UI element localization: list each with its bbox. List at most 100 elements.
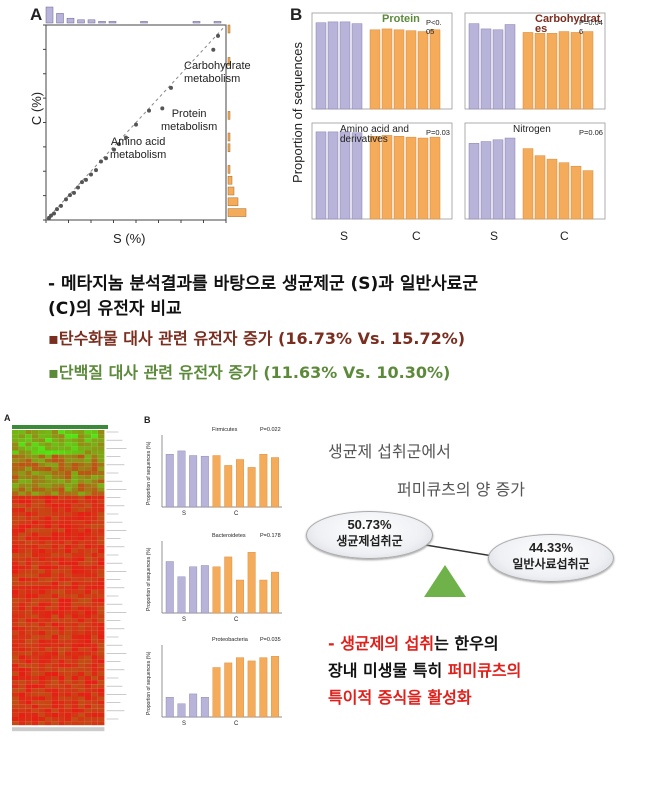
heatmap-cell xyxy=(25,524,32,529)
heatmap-cell xyxy=(64,659,72,664)
heatmap-cell xyxy=(91,667,98,672)
heatmap-cell xyxy=(45,721,52,726)
heatmap-cell xyxy=(38,512,45,517)
heatmap-cell xyxy=(78,598,85,603)
heatmap-cell xyxy=(97,667,105,672)
bottom-bar xyxy=(212,566,221,614)
heatmap-cell xyxy=(64,462,72,467)
heatmap-cell xyxy=(64,430,72,435)
heatmap-cell xyxy=(78,655,85,660)
bar xyxy=(327,21,339,110)
top-histogram-bar xyxy=(77,19,85,24)
heatmap-cell xyxy=(45,602,52,607)
heatmap-cell xyxy=(38,651,45,656)
heatmap-cell xyxy=(58,442,65,447)
bar-panel-title: Nitrogen xyxy=(513,124,551,135)
heatmap-cell xyxy=(12,630,19,635)
heatmap-cell xyxy=(71,524,78,529)
heatmap-cell xyxy=(51,655,59,660)
heatmap-cell xyxy=(12,614,19,619)
panel-b-group-c-2: C xyxy=(560,229,569,243)
heatmap-cell xyxy=(58,692,65,697)
heatmap-cell xyxy=(18,479,26,484)
heatmap-cell xyxy=(71,434,78,439)
heatmap-cell xyxy=(18,561,26,566)
heatmap-cell xyxy=(78,462,85,467)
heatmap-cell xyxy=(31,647,39,652)
heatmap-cell xyxy=(38,495,45,500)
heatmap-cell xyxy=(58,684,65,689)
heatmap-cell xyxy=(25,708,32,713)
heatmap-cell xyxy=(64,696,72,701)
heatmap-cell xyxy=(71,614,78,619)
heatmap-cell xyxy=(91,507,98,512)
heatmap-cell xyxy=(25,532,32,537)
bottom-group-c: C xyxy=(234,617,239,623)
heatmap-cell xyxy=(71,671,78,676)
heatmap-cell xyxy=(31,528,39,533)
scatter-point xyxy=(94,168,98,173)
heatmap-cell xyxy=(31,659,39,664)
heatmap-cell xyxy=(58,524,65,529)
heatmap-cell xyxy=(58,647,65,652)
heatmap-cell xyxy=(78,450,85,455)
heatmap-cell xyxy=(58,536,65,541)
heatmap-cell xyxy=(64,540,72,545)
heatmap-cell xyxy=(12,561,19,566)
heatmap-cell xyxy=(51,712,59,717)
heatmap-cell xyxy=(45,565,52,570)
heatmap-cell xyxy=(51,466,59,471)
heatmap-cell xyxy=(18,434,26,439)
heatmap-cell xyxy=(38,630,45,635)
heatmap-cell xyxy=(58,598,65,603)
heatmap-cell xyxy=(71,528,78,533)
heatmap-cell xyxy=(78,458,85,463)
heatmap-cell xyxy=(12,704,19,709)
heatmap-cell xyxy=(45,540,52,545)
heatmap-cell xyxy=(12,610,19,615)
heatmap-cell xyxy=(31,450,39,455)
top-histogram-bar xyxy=(56,13,64,24)
heatmap-cell xyxy=(25,676,32,681)
heatmap-cell xyxy=(91,471,98,476)
heatmap-cell xyxy=(64,708,72,713)
heatmap-cell xyxy=(91,483,98,488)
heatmap-cell xyxy=(58,671,65,676)
heatmap-cell xyxy=(51,626,59,631)
heatmap-cell xyxy=(91,618,98,623)
heatmap-cell xyxy=(97,471,105,476)
heatmap-cell xyxy=(45,581,52,586)
heatmap-cell xyxy=(84,458,92,463)
heatmap-cell xyxy=(84,536,92,541)
heatmap-cell xyxy=(64,704,72,709)
heatmap-cell xyxy=(78,540,85,545)
heatmap-cell xyxy=(58,594,65,599)
bar xyxy=(393,136,405,220)
heatmap-cell xyxy=(64,487,72,492)
heatmap-cell xyxy=(38,479,45,484)
heatmap-cell xyxy=(12,569,19,574)
heatmap-cell xyxy=(64,630,72,635)
heatmap-cell xyxy=(12,442,19,447)
heatmap-cell xyxy=(12,647,19,652)
heatmap-cell xyxy=(84,671,92,676)
heatmap-cell xyxy=(84,606,92,611)
heatmap-cell xyxy=(71,704,78,709)
heatmap-cell xyxy=(84,717,92,722)
heatmap-cell xyxy=(25,622,32,627)
heatmap-cell xyxy=(38,585,45,590)
heatmap-cell xyxy=(51,581,59,586)
heatmap-cell xyxy=(31,614,39,619)
heatmap-cell xyxy=(97,626,105,631)
heatmap-cell xyxy=(38,557,45,562)
heatmap-cell xyxy=(84,589,92,594)
heatmap-cell xyxy=(51,438,59,443)
heatmap-cell xyxy=(91,598,98,603)
heatmap-cell xyxy=(51,676,59,681)
heatmap-cell xyxy=(64,577,72,582)
heatmap-cell xyxy=(45,483,52,488)
heatmap-cell xyxy=(78,438,85,443)
heatmap-cell xyxy=(51,630,59,635)
heatmap-cell xyxy=(97,606,105,611)
heatmap-cell xyxy=(97,610,105,615)
